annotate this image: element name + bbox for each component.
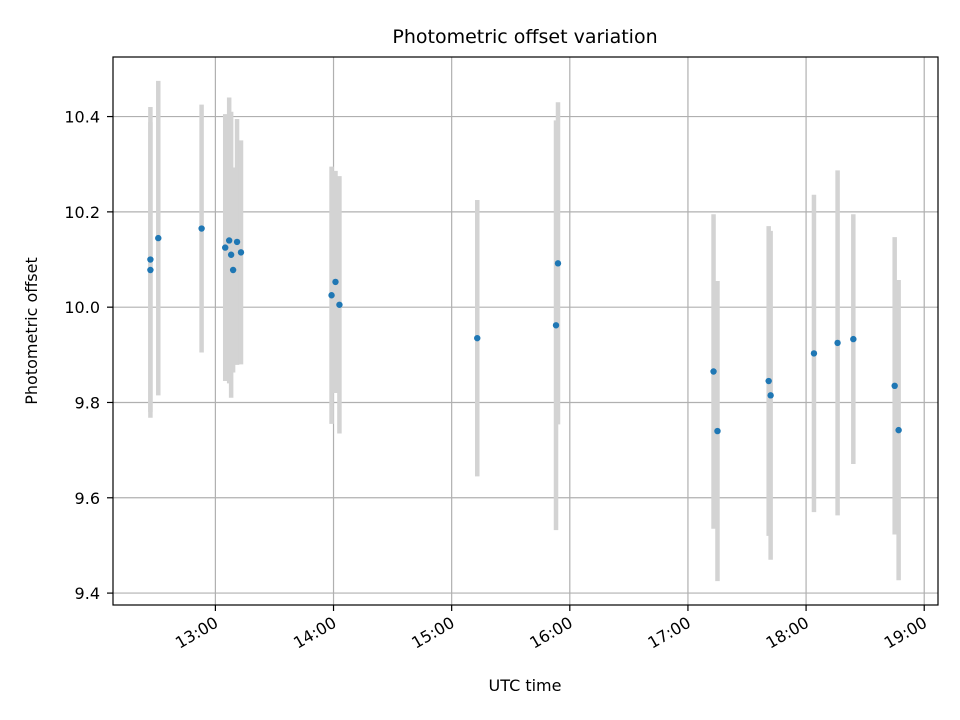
data-point (147, 266, 154, 274)
data-point (237, 249, 245, 256)
y-tick-label: 9.6 (75, 489, 100, 508)
data-point (227, 251, 235, 258)
data-point (474, 334, 481, 342)
y-tick-label: 9.8 (75, 393, 100, 412)
x-axis-label: UTC time (489, 676, 562, 695)
data-point (225, 237, 233, 244)
data-point (714, 427, 721, 435)
data-point (554, 260, 562, 267)
data-point (810, 350, 818, 357)
data-point (332, 278, 339, 286)
data-point (229, 266, 237, 274)
data-point (891, 382, 898, 389)
data-point (710, 368, 717, 375)
y-tick-label: 10.4 (64, 108, 100, 127)
data-point (336, 301, 343, 308)
y-tick-label: 10.2 (64, 203, 100, 222)
data-point (198, 225, 205, 232)
y-tick-label: 10.0 (64, 298, 100, 317)
data-point (155, 234, 162, 242)
data-point (147, 256, 154, 263)
data-point (895, 426, 902, 434)
data-point (328, 292, 335, 299)
data-point (834, 339, 841, 347)
data-point (850, 335, 857, 343)
data-point (233, 238, 241, 246)
data-point (767, 392, 774, 399)
plot-frame (112, 56, 939, 606)
data-points (147, 225, 902, 435)
data-point (552, 322, 560, 329)
data-point (222, 244, 229, 251)
y-axis-label: Photometric offset (22, 257, 41, 405)
y-tick-label: 9.4 (75, 584, 100, 603)
data-point (765, 377, 772, 385)
chart-title: Photometric offset variation (392, 26, 657, 48)
